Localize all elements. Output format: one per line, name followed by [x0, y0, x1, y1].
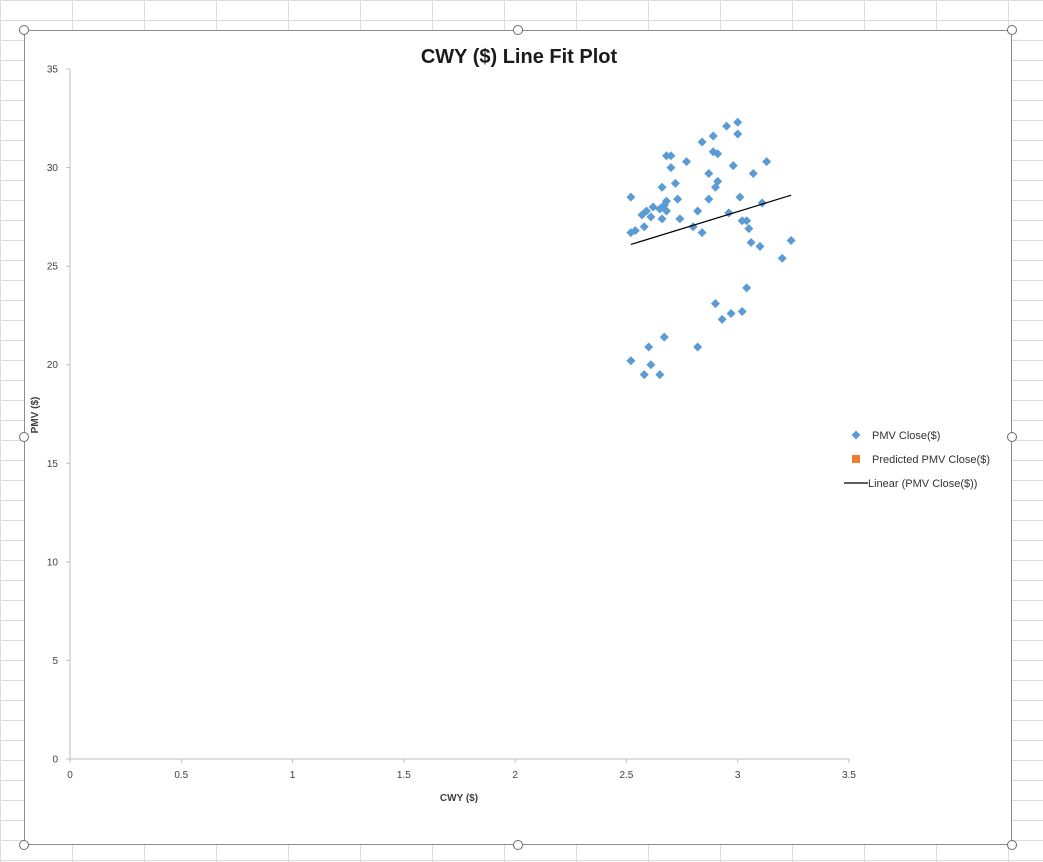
- data-point: [713, 149, 723, 159]
- resize-handle-middle-right[interactable]: [1007, 432, 1017, 442]
- data-point: [666, 151, 676, 161]
- x-tick-labels: 0 0.5 1 1.5 2 2.5 3 3.5: [67, 759, 856, 781]
- data-point: [670, 178, 680, 188]
- y-tick-label: 20: [47, 360, 59, 371]
- x-tick-label: 2.5: [619, 770, 633, 781]
- data-point: [713, 176, 723, 186]
- x-tick-label: 3: [735, 770, 741, 781]
- data-point: [682, 157, 692, 167]
- data-point: [657, 182, 667, 192]
- plot-marks: [626, 117, 796, 380]
- data-point: [661, 206, 671, 216]
- x-tick-label: 0.5: [174, 770, 188, 781]
- data-point: [659, 332, 669, 342]
- resize-handle-top-left[interactable]: [19, 25, 29, 35]
- data-point: [697, 137, 707, 147]
- data-point: [726, 308, 736, 318]
- resize-handle-top-center[interactable]: [513, 25, 523, 35]
- data-point: [630, 226, 640, 236]
- legend-square-marker: [852, 455, 860, 463]
- data-point: [639, 370, 649, 380]
- data-point: [644, 342, 654, 352]
- data-point: [762, 157, 772, 167]
- x-tick-label: 3.5: [842, 770, 856, 781]
- data-point: [657, 214, 667, 224]
- y-tick-label: 30: [47, 163, 59, 174]
- trendline: [630, 194, 792, 246]
- y-tick-label: 35: [47, 65, 59, 76]
- x-axis-title: CWY ($): [440, 793, 478, 804]
- x-tick-label: 0: [67, 770, 73, 781]
- legend: PMV Close($) Predicted PMV Close($) Linear…: [844, 430, 990, 490]
- data-point: [675, 214, 685, 224]
- data-point: [646, 212, 656, 222]
- data-point: [648, 202, 658, 212]
- y-tick-label: 0: [52, 755, 58, 766]
- y-axis-title: PMV ($): [30, 397, 41, 434]
- data-point: [708, 131, 718, 141]
- data-point: [693, 342, 703, 352]
- resize-handle-middle-left[interactable]: [19, 432, 29, 442]
- data-point: [666, 163, 676, 173]
- resize-handle-bottom-center[interactable]: [513, 840, 523, 850]
- legend-label: Linear (PMV Close($)): [868, 478, 977, 490]
- data-point: [744, 224, 754, 234]
- legend-label: Predicted PMV Close($): [872, 454, 990, 466]
- data-point: [748, 168, 758, 178]
- chart-area[interactable]: CWY ($) Line Fit Plot 0 0.5 1 1.5 2 2.5 3 3.5 0…: [19, 25, 1017, 850]
- data-point: [704, 168, 714, 178]
- legend-diamond-marker: [851, 430, 861, 440]
- y-tick-labels: 0 5 10 15 20 25 30 35: [47, 65, 70, 766]
- y-tick-label: 15: [47, 459, 59, 470]
- line-fit-plot: CWY ($) Line Fit Plot 0 0.5 1 1.5 2 2.5 3 3.5 0…: [30, 46, 990, 804]
- data-point: [710, 299, 720, 309]
- data-point: [733, 129, 743, 139]
- resize-handle-top-right[interactable]: [1007, 25, 1017, 35]
- data-point: [693, 206, 703, 216]
- legend-label: PMV Close($): [872, 430, 940, 442]
- data-point: [673, 194, 683, 204]
- x-tick-label: 1: [290, 770, 296, 781]
- data-point: [786, 236, 796, 246]
- data-point: [728, 161, 738, 171]
- axes: [69, 69, 849, 760]
- data-point: [777, 253, 787, 263]
- data-point: [704, 194, 714, 204]
- data-point: [697, 228, 707, 238]
- data-point: [641, 206, 651, 216]
- data-point: [639, 222, 649, 232]
- x-tick-label: 2: [512, 770, 518, 781]
- data-point: [735, 192, 745, 202]
- data-point: [722, 121, 732, 131]
- x-tick-label: 1.5: [397, 770, 411, 781]
- y-tick-label: 5: [52, 656, 58, 667]
- data-point: [742, 283, 752, 293]
- data-point: [737, 306, 747, 316]
- chart-title: CWY ($) Line Fit Plot: [421, 46, 618, 68]
- data-point: [733, 117, 743, 127]
- resize-handle-bottom-right[interactable]: [1007, 840, 1017, 850]
- y-tick-label: 25: [47, 262, 59, 273]
- y-tick-label: 10: [47, 557, 59, 568]
- data-point: [646, 360, 656, 370]
- data-point: [755, 241, 765, 251]
- data-point: [661, 196, 671, 206]
- data-point: [655, 370, 665, 380]
- data-point: [626, 356, 636, 366]
- data-point: [746, 237, 756, 247]
- resize-handle-bottom-left[interactable]: [19, 840, 29, 850]
- data-point: [626, 192, 636, 202]
- data-point: [742, 216, 752, 226]
- data-point: [717, 314, 727, 324]
